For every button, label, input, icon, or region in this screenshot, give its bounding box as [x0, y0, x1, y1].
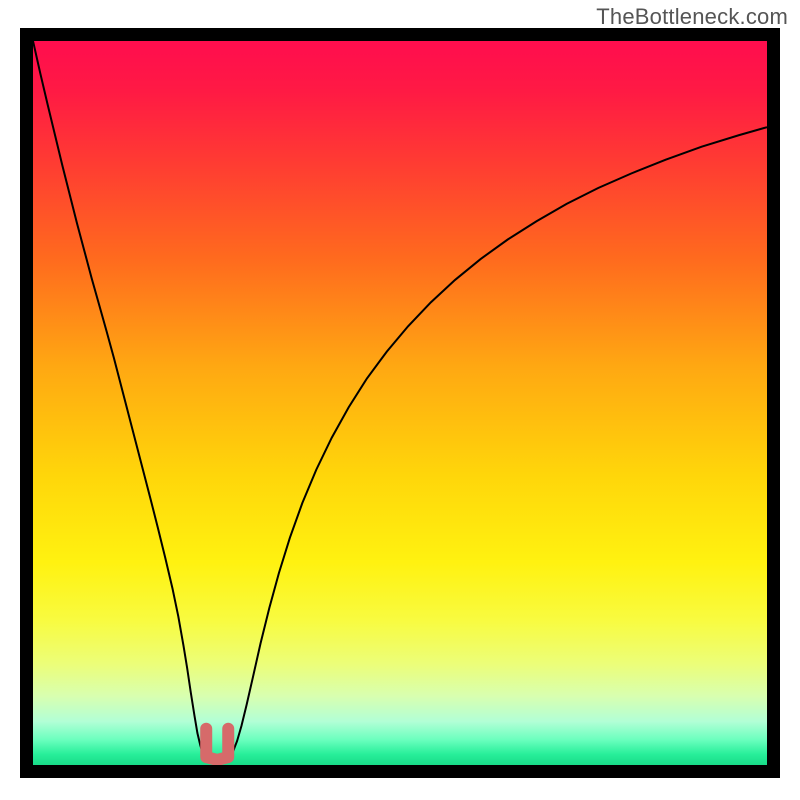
plot-inner: [33, 41, 767, 765]
watermark-text: TheBottleneck.com: [596, 4, 788, 30]
plot-svg: [33, 41, 767, 765]
gradient-background: [33, 41, 767, 765]
figure: TheBottleneck.com: [0, 0, 800, 800]
plot-frame: [20, 28, 780, 778]
